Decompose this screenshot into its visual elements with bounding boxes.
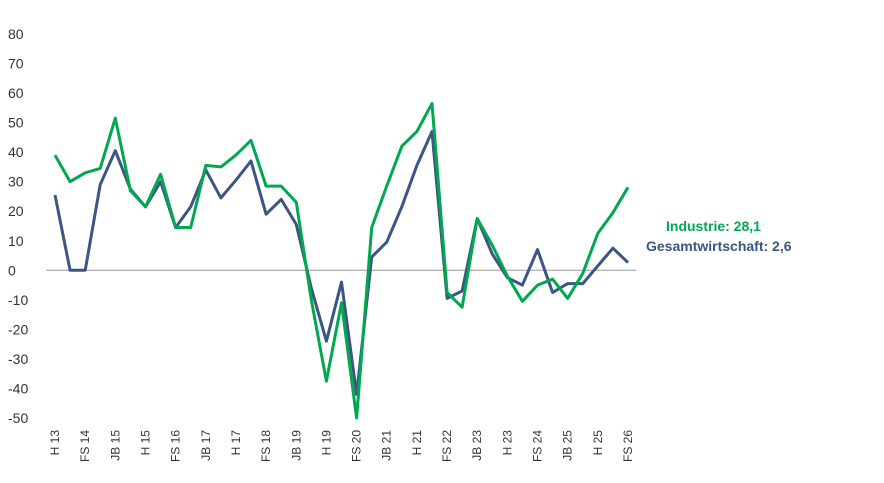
series-line-gesamtwirtschaft bbox=[53, 130, 630, 396]
x-tick-label: H 25 bbox=[591, 430, 605, 456]
x-tick-label: FS 18 bbox=[259, 430, 273, 462]
x-tick-label: H 15 bbox=[138, 430, 152, 456]
y-tick-label: -50 bbox=[8, 410, 28, 426]
x-tick-label: FS 24 bbox=[531, 430, 545, 462]
x-tick-label: FS 14 bbox=[78, 430, 92, 462]
x-tick-label: H 21 bbox=[410, 430, 424, 456]
y-tick-label: 70 bbox=[8, 56, 24, 72]
x-tick-label: FS 22 bbox=[440, 430, 454, 462]
x-tick-label: JB 17 bbox=[199, 430, 213, 461]
x-tick-label: JB 19 bbox=[289, 430, 303, 461]
y-tick-label: 50 bbox=[8, 115, 24, 131]
x-tick-label: FS 16 bbox=[169, 430, 183, 462]
x-tick-label: FS 20 bbox=[350, 430, 364, 462]
y-tick-label: 40 bbox=[8, 144, 24, 160]
x-tick-label: JB 23 bbox=[470, 430, 484, 461]
legend-industrie: Industrie: 28,1 bbox=[666, 218, 761, 234]
x-axis: H 13 FS 14 JB 15 H 15 FS 16 JB 17 H 17 FS 18 JB … bbox=[48, 430, 635, 462]
y-axis: 80 70 60 50 40 30 20 10 0 -10 -20 -30 -40 -50 bbox=[8, 26, 28, 426]
legend-gesamtwirtschaft: Gesamtwirtschaft: 2,6 bbox=[646, 238, 792, 254]
y-tick-label: 10 bbox=[8, 233, 24, 249]
x-tick-label: FS 26 bbox=[621, 430, 635, 462]
x-tick-label: H 19 bbox=[319, 430, 333, 456]
x-tick-label: JB 21 bbox=[380, 430, 394, 461]
x-tick-label: H 13 bbox=[48, 430, 62, 456]
x-tick-label: H 23 bbox=[500, 430, 514, 456]
y-tick-label: 60 bbox=[8, 85, 24, 101]
x-tick-label: JB 25 bbox=[561, 430, 575, 461]
y-tick-label: -20 bbox=[8, 321, 28, 337]
series-lines bbox=[53, 101, 630, 420]
y-tick-label: 30 bbox=[8, 174, 24, 190]
y-tick-label: 0 bbox=[8, 262, 16, 278]
y-tick-label: -30 bbox=[8, 351, 28, 367]
y-tick-label: -40 bbox=[8, 380, 28, 396]
series-line-industrie bbox=[53, 101, 630, 420]
y-tick-label: -10 bbox=[8, 292, 28, 308]
x-tick-label: JB 15 bbox=[108, 430, 122, 461]
y-tick-label: 20 bbox=[8, 203, 24, 219]
y-tick-label: 80 bbox=[8, 26, 24, 42]
x-tick-label: H 17 bbox=[229, 430, 243, 456]
